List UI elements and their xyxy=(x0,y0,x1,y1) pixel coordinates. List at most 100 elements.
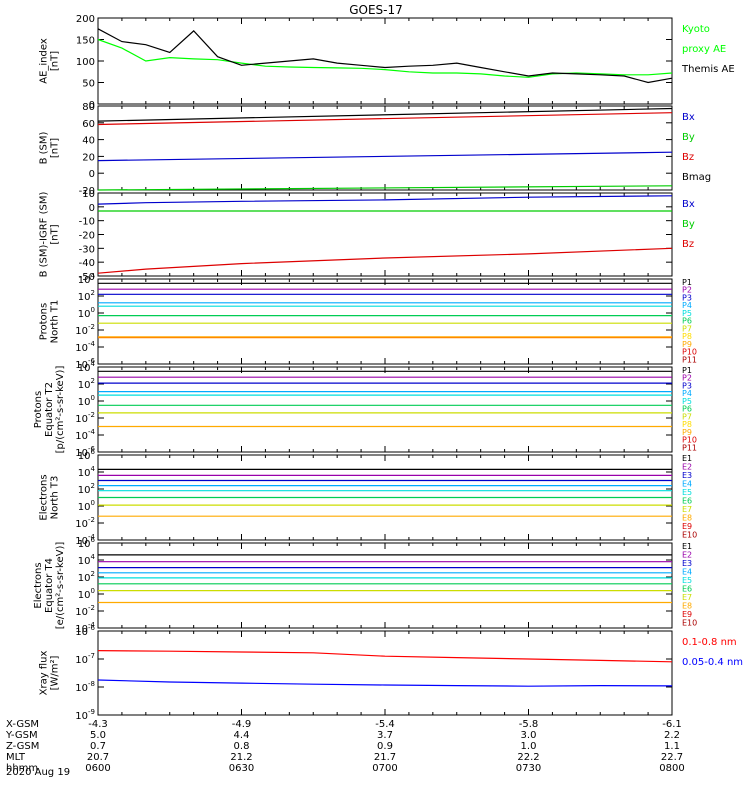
footer-value: 4.4 xyxy=(234,730,250,741)
legend-item: P7 xyxy=(682,412,692,421)
y-tick-label: 10-2 xyxy=(75,323,95,337)
y-axis-label: Protons xyxy=(33,391,44,428)
legend-item: E3 xyxy=(682,559,692,568)
panel-b_sm: -20 0 20 40 60 80 B (SM) [nT] Bx By Bz Bmag xyxy=(39,102,712,197)
plot-frame xyxy=(97,366,673,453)
legend-item: E9 xyxy=(682,610,692,619)
y-axis-label: North T1 xyxy=(50,300,61,344)
y-tick-label: 104 xyxy=(78,553,96,567)
y-tick-label: 100 xyxy=(78,394,95,408)
y-axis-label: B (SM)-IGRF (SM) xyxy=(39,192,50,278)
footer-value: 3.7 xyxy=(377,730,393,741)
tick-exponent: 0 xyxy=(91,306,95,314)
y-axis-label: Protons xyxy=(39,303,50,340)
legend-item: P1 xyxy=(682,278,692,287)
footer-value: -6.1 xyxy=(662,719,682,730)
legend-item: P11 xyxy=(682,443,697,452)
y-axis-label: [nT] xyxy=(50,224,61,244)
plot-frame xyxy=(97,192,673,277)
legend-item: E5 xyxy=(682,576,692,585)
footer-value: 0600 xyxy=(85,763,110,774)
y-axis-label: North T3 xyxy=(50,476,61,520)
y-axis-label: Electrons xyxy=(39,474,50,520)
legend-item: P3 xyxy=(682,293,692,302)
y-tick-label: 10-7 xyxy=(75,652,95,666)
y-tick-label: 40 xyxy=(82,136,95,147)
legend-item: E2 xyxy=(682,551,692,560)
tick-exponent: 2 xyxy=(91,289,95,297)
legend-item: E4 xyxy=(682,480,692,489)
y-tick-label: 104 xyxy=(78,465,96,479)
y-tick-label: -20 xyxy=(79,186,95,197)
legend-item: E9 xyxy=(682,522,692,531)
legend-item: E6 xyxy=(682,497,692,506)
y-tick-label: 10-8 xyxy=(75,680,95,694)
tick-exponent: -2 xyxy=(88,323,95,331)
series-bz xyxy=(97,247,673,274)
footer-row-label: Z-GSM xyxy=(6,741,39,752)
footer-value: -5.4 xyxy=(375,719,395,730)
legend-item: P6 xyxy=(682,317,692,326)
footer-value: 3.0 xyxy=(521,730,537,741)
footer-value: 0.7 xyxy=(90,741,106,752)
footer-value: 21.7 xyxy=(374,752,396,763)
panel-ae: 0 50 100 150 200 AE_index [nT] Kyoto proxy AE The… xyxy=(39,14,735,111)
y-axis-label: Electrons xyxy=(33,562,44,608)
y-axis-label: AE_index xyxy=(39,38,50,84)
legend-item: E10 xyxy=(682,619,697,628)
y-tick-label: 0 xyxy=(89,203,95,214)
legend-item: 0.05-0.4 nm xyxy=(682,657,743,668)
y-axis-label: [e/(cm²-s-sr-keV)] xyxy=(55,542,66,630)
footer-row-label: hhmm xyxy=(6,763,38,774)
footer-value: 0.8 xyxy=(234,741,250,752)
legend-item: By xyxy=(682,132,695,143)
date-label: 2020 Aug 19 xyxy=(6,767,70,778)
series-bx xyxy=(97,195,673,205)
y-axis-label: B (SM) xyxy=(39,131,50,164)
series-by xyxy=(97,185,673,191)
legend-item: P4 xyxy=(682,389,692,398)
tick-exponent: 2 xyxy=(91,570,95,578)
legend-item: P4 xyxy=(682,301,692,310)
tick-exponent: -4 xyxy=(88,428,96,436)
footer-value: 22.2 xyxy=(517,752,539,763)
footer-row-label: Y-GSM xyxy=(5,730,38,741)
legend-item: Bx xyxy=(682,199,695,210)
legend-item: P5 xyxy=(682,397,692,406)
legend-item: P2 xyxy=(682,374,692,383)
y-tick-label: 104 xyxy=(78,360,96,374)
series-themis-ae xyxy=(97,28,673,84)
legend-item: E7 xyxy=(682,505,692,514)
y-tick-label: 60 xyxy=(82,119,95,130)
y-tick-label: 10-4 xyxy=(75,340,95,354)
legend-item: P6 xyxy=(682,405,692,414)
y-axis-label: [W/m²] xyxy=(50,655,61,690)
legend-item: E1 xyxy=(682,454,692,463)
tick-exponent: 6 xyxy=(91,448,96,456)
tick-exponent: -4 xyxy=(88,340,96,348)
tick-exponent: 4 xyxy=(91,360,96,368)
legend-item: Kyoto xyxy=(682,24,710,35)
legend-item: E6 xyxy=(682,585,692,594)
legend-item: 0.1-0.8 nm xyxy=(682,637,737,648)
y-tick-label: 100 xyxy=(78,587,95,601)
legend-item: Bz xyxy=(682,239,694,250)
tick-exponent: 2 xyxy=(91,482,95,490)
legend-item: P3 xyxy=(682,381,692,390)
y-tick-label: 50 xyxy=(82,79,95,90)
tick-exponent: 4 xyxy=(91,465,96,473)
series-bmag xyxy=(97,107,673,122)
y-tick-label: 10-2 xyxy=(75,411,95,425)
tick-exponent: -2 xyxy=(88,411,95,419)
y-tick-label: 200 xyxy=(76,14,95,25)
y-tick-label: 106 xyxy=(78,536,96,550)
footer-value: 22.7 xyxy=(661,752,683,763)
y-tick-label: 100 xyxy=(76,57,95,68)
y-tick-label: -30 xyxy=(79,244,95,255)
legend-item: E8 xyxy=(682,514,692,523)
plot-frame xyxy=(97,278,673,365)
